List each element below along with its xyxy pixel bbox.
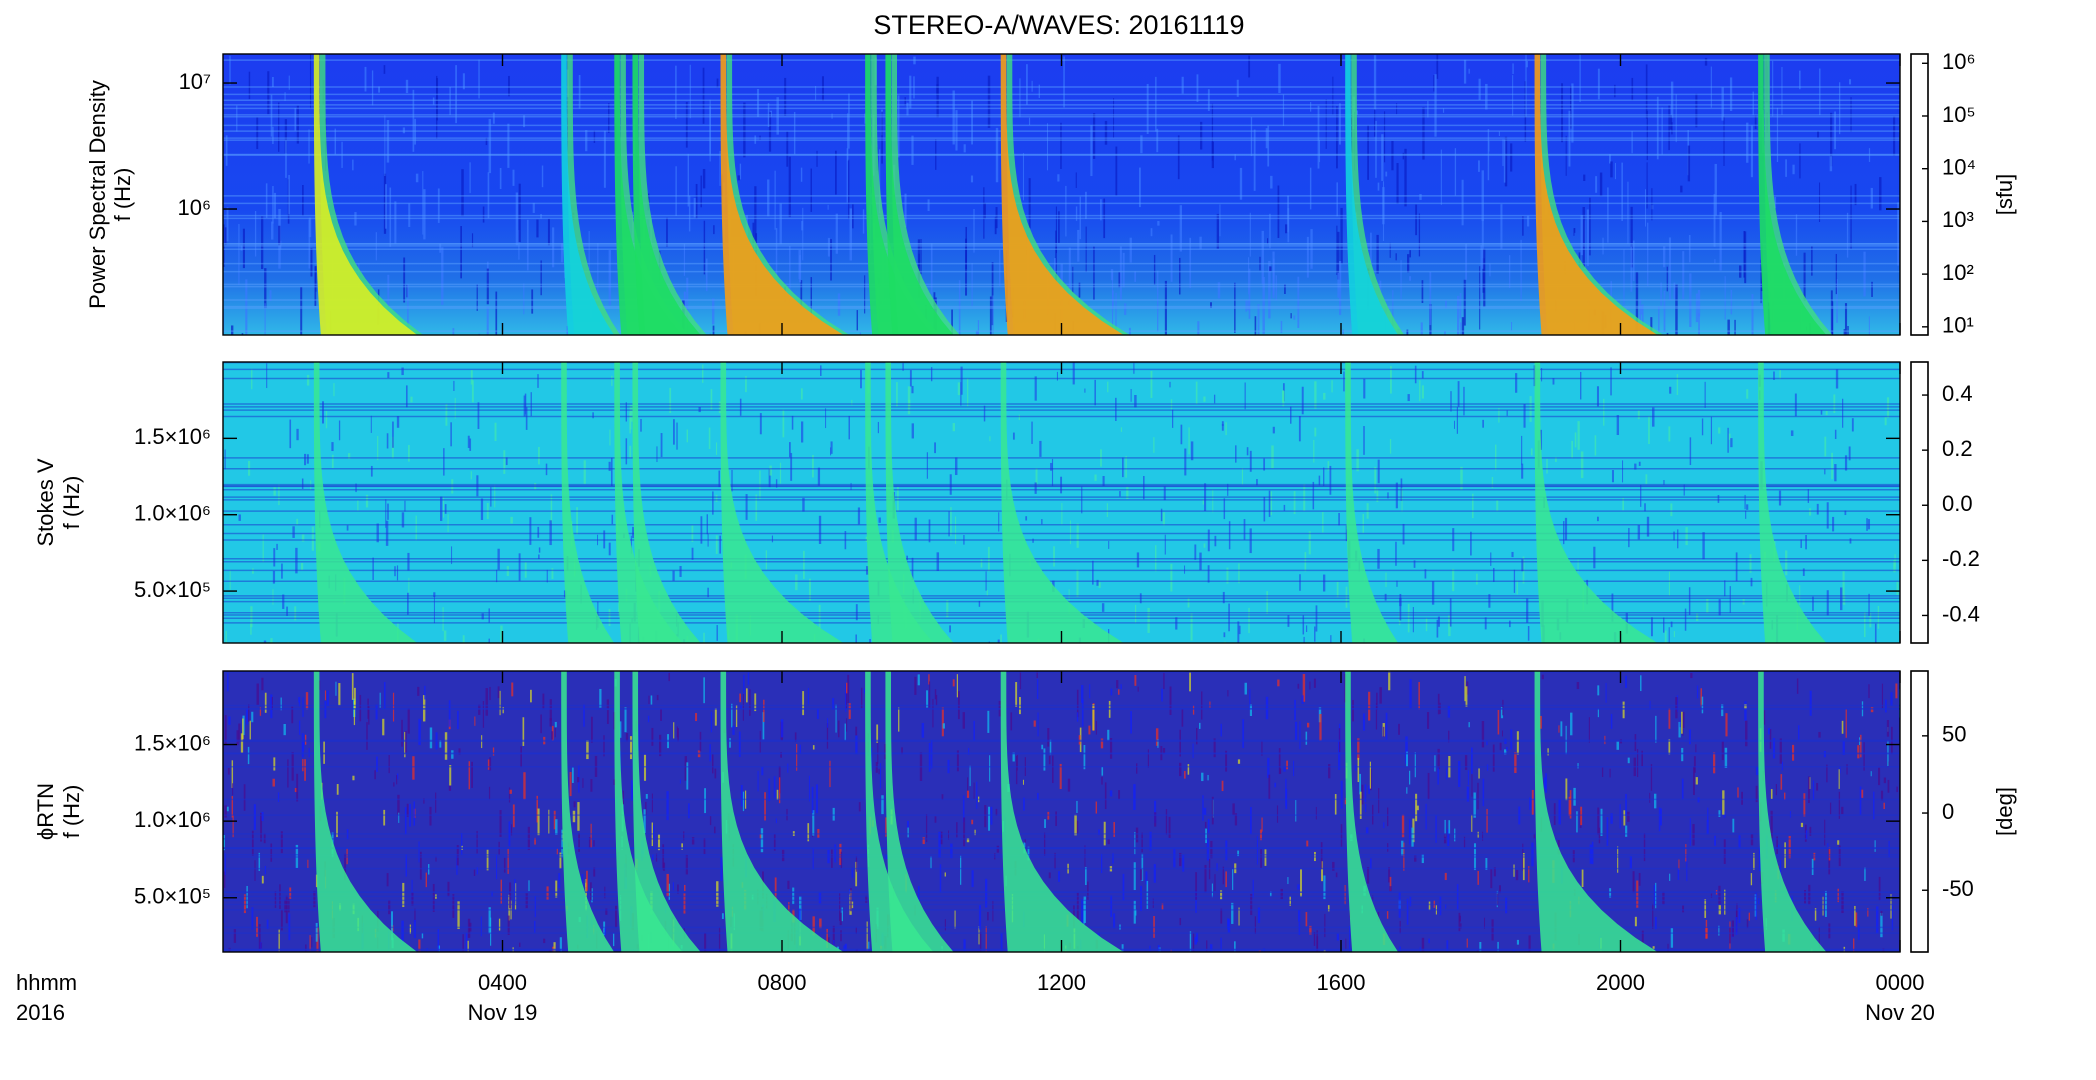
burst: [865, 54, 934, 335]
colorbar-tick-label: 0: [1942, 799, 1954, 824]
plot-area: [223, 671, 1900, 952]
burst-trace: [614, 671, 683, 952]
burst-trace: [865, 671, 934, 952]
burst-trace: [1758, 362, 1827, 643]
colorbar-tick-label: 0.4: [1942, 381, 1973, 406]
burst-trace: [1000, 362, 1124, 643]
colorbar-frame: [1910, 361, 1929, 644]
burst-trace: [1534, 362, 1658, 643]
plot-area: [223, 362, 1900, 643]
colorbar-tick-label: 10⁴: [1942, 155, 1976, 180]
y-axis-label: ϕRTN: [33, 783, 58, 840]
x-tick-label: 1200: [1037, 970, 1086, 995]
x-axis-label: hhmm: [16, 970, 77, 995]
y-axis-label: f (Hz): [59, 785, 84, 839]
x-tick-label: 0000: [1876, 970, 1925, 995]
burst: [1000, 54, 1124, 335]
x-tick-label: 0400: [478, 970, 527, 995]
colorbar-tick-label: 50: [1942, 722, 1966, 747]
colorbar: [1910, 53, 1929, 336]
y-tick-label: 1.0×10⁶: [134, 501, 211, 526]
burst-trace: [720, 362, 844, 643]
burst: [632, 54, 701, 335]
colorbar-tick-label: 0.2: [1942, 436, 1973, 461]
y-axis-label: Stokes V: [33, 458, 58, 546]
colorbar-tick-label: -0.2: [1942, 546, 1980, 571]
burst: [885, 54, 954, 335]
y-axis-label: f (Hz): [110, 168, 135, 222]
burst-trace: [885, 362, 954, 643]
y-tick-label: 5.0×10⁵: [134, 884, 211, 909]
y-tick-label: 1.5×10⁶: [134, 730, 211, 755]
x-date-label: Nov 20: [1865, 1000, 1935, 1025]
x-tick-label: 1600: [1317, 970, 1366, 995]
colorbar-label: [sfu]: [1992, 174, 2017, 216]
burst-trace: [313, 671, 418, 952]
plot-area: [223, 54, 1900, 335]
y-tick-label: 5.0×10⁵: [134, 577, 211, 602]
burst-trace: [561, 362, 615, 643]
burst-trace: [885, 671, 954, 952]
burst: [720, 54, 844, 335]
y-tick-label: 1.5×10⁶: [134, 424, 211, 449]
colorbar-frame: [1910, 670, 1929, 953]
burst-trace: [1345, 362, 1399, 643]
x-tick-label: 2000: [1596, 970, 1645, 995]
burst-trace: [561, 671, 615, 952]
burst-trace: [865, 362, 934, 643]
colorbar-tick-label: -0.4: [1942, 601, 1980, 626]
burst: [1758, 54, 1827, 335]
colorbar-tick-label: 10⁶: [1942, 49, 1976, 74]
burst-trace: [632, 671, 701, 952]
x-tick-label: 0800: [758, 970, 807, 995]
y-axis-label: Power Spectral Density: [85, 80, 110, 309]
burst-trace: [1534, 671, 1658, 952]
x-axis-label: 2016: [16, 1000, 65, 1025]
colorbar-tick-label: 0.0: [1942, 491, 1973, 516]
colorbar-tick-label: 10⁵: [1942, 102, 1976, 127]
y-tick-label: 10⁷: [179, 69, 211, 94]
burst: [313, 54, 418, 335]
colorbar-tick-label: 10¹: [1942, 313, 1974, 338]
burst-trace: [614, 362, 683, 643]
colorbar: [1910, 361, 1929, 644]
burst-trace: [632, 362, 701, 643]
colorbar-tick-label: 10²: [1942, 260, 1974, 285]
burst-trace: [720, 671, 844, 952]
colorbar-tick-label: -50: [1942, 876, 1974, 901]
y-tick-label: 10⁶: [177, 195, 211, 220]
x-date-label: Nov 19: [468, 1000, 538, 1025]
colorbar-frame: [1910, 53, 1929, 336]
colorbar-label: [deg]: [1992, 787, 2017, 836]
burst: [614, 54, 683, 335]
burst-trace: [313, 362, 418, 643]
burst-trace: [1000, 671, 1124, 952]
y-axis-label: f (Hz): [59, 476, 84, 530]
burst: [1345, 54, 1399, 335]
chart-title: STEREO-A/WAVES: 20161119: [873, 10, 1244, 40]
colorbar-tick-label: 10³: [1942, 207, 1974, 232]
burst: [1534, 54, 1658, 335]
burst: [561, 54, 615, 335]
colorbar: [1910, 670, 1929, 953]
y-tick-label: 1.0×10⁶: [134, 807, 211, 832]
burst-trace: [1345, 671, 1399, 952]
burst-trace: [1758, 671, 1827, 952]
